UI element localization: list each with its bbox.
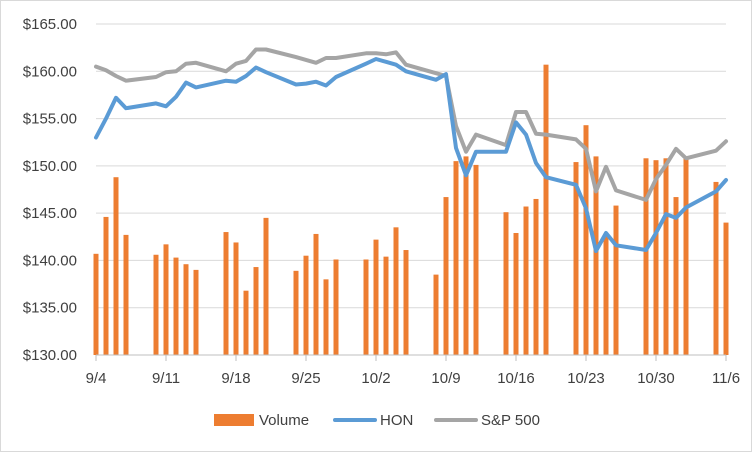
y-tick-label: $130.00 bbox=[23, 347, 77, 364]
y-tick-label: $165.00 bbox=[23, 16, 77, 33]
volume-bar bbox=[723, 222, 729, 355]
volume-bar bbox=[223, 232, 229, 355]
volume-bar bbox=[93, 253, 99, 355]
volume-bar bbox=[543, 64, 549, 355]
volume-bar bbox=[653, 160, 659, 355]
volume-bar bbox=[263, 217, 269, 355]
volume-bar bbox=[383, 256, 389, 355]
volume-bar bbox=[473, 164, 479, 355]
volume-bar bbox=[183, 264, 189, 355]
x-tick-label: 10/30 bbox=[637, 370, 675, 387]
legend-label: HON bbox=[380, 412, 413, 429]
axes bbox=[95, 354, 727, 361]
volume-bar bbox=[673, 197, 679, 355]
volume-bar bbox=[253, 267, 259, 355]
hon-line bbox=[94, 57, 728, 253]
y-tick-label: $135.00 bbox=[23, 300, 77, 317]
volume-bar bbox=[573, 162, 579, 355]
volume-bar bbox=[393, 227, 399, 355]
volume-bar bbox=[303, 255, 309, 355]
volume-bar bbox=[433, 274, 439, 355]
volume-bar bbox=[313, 233, 319, 355]
legend: Volume HON S&P 500 bbox=[214, 412, 540, 429]
volume-bar bbox=[683, 158, 689, 355]
x-tick-label: 11/6 bbox=[712, 370, 740, 387]
volume-bar bbox=[643, 158, 649, 355]
volume-bar bbox=[293, 270, 299, 355]
volume-bar bbox=[123, 234, 129, 355]
volume-bar bbox=[523, 206, 529, 355]
volume-bar bbox=[243, 290, 249, 355]
volume-bar bbox=[713, 181, 719, 355]
y-tick-label: $140.00 bbox=[23, 252, 77, 269]
volume-bar bbox=[173, 257, 179, 355]
volume-bar bbox=[503, 212, 509, 355]
sp500-line bbox=[94, 47, 728, 202]
volume-bars bbox=[93, 64, 729, 355]
volume-bar bbox=[153, 254, 159, 355]
y-tick-label: $145.00 bbox=[23, 205, 77, 222]
volume-bar bbox=[363, 259, 369, 355]
x-tick-label: 9/11 bbox=[152, 370, 180, 387]
volume-bar bbox=[403, 250, 409, 355]
volume-bar bbox=[513, 233, 519, 355]
volume-bar bbox=[163, 244, 169, 355]
x-tick-label: 10/23 bbox=[567, 370, 605, 387]
volume-bar bbox=[233, 242, 239, 355]
volume-bar bbox=[443, 197, 449, 355]
x-tick-label: 9/18 bbox=[221, 370, 250, 387]
volume-bar bbox=[463, 156, 469, 355]
volume-bar bbox=[453, 161, 459, 355]
volume-bar bbox=[613, 205, 619, 355]
volume-bar bbox=[103, 216, 109, 355]
volume-bar bbox=[333, 259, 339, 355]
volume-bar bbox=[113, 177, 119, 355]
volume-bar bbox=[603, 234, 609, 355]
x-tick-label: 9/25 bbox=[291, 370, 320, 387]
volume-bar bbox=[593, 156, 599, 355]
y-tick-label: $150.00 bbox=[23, 158, 77, 175]
x-tick-label: 10/9 bbox=[431, 370, 460, 387]
legend-swatch-volume bbox=[214, 414, 254, 426]
price-lines bbox=[94, 47, 728, 253]
volume-bar bbox=[533, 198, 539, 355]
x-tick-label: 10/16 bbox=[497, 370, 535, 387]
y-tick-label: $155.00 bbox=[23, 111, 77, 128]
y-tick-label: $160.00 bbox=[23, 63, 77, 80]
volume-bar bbox=[583, 125, 589, 355]
x-tick-label: 9/4 bbox=[86, 370, 107, 387]
legend-label: Volume bbox=[259, 412, 309, 429]
volume-bar bbox=[323, 279, 329, 355]
legend-label: S&P 500 bbox=[481, 412, 540, 429]
volume-bar bbox=[373, 239, 379, 355]
volume-bar bbox=[663, 158, 669, 355]
x-tick-label: 10/2 bbox=[361, 370, 390, 387]
y-axis-labels: $130.00 $135.00 $140.00 $145.00 $150.00 $155.… bbox=[23, 16, 77, 364]
volume-bar bbox=[193, 269, 199, 355]
x-axis-labels: 9/4 9/11 9/18 9/25 10/2 10/9 10/16 10/23 10/30 11… bbox=[86, 370, 740, 387]
